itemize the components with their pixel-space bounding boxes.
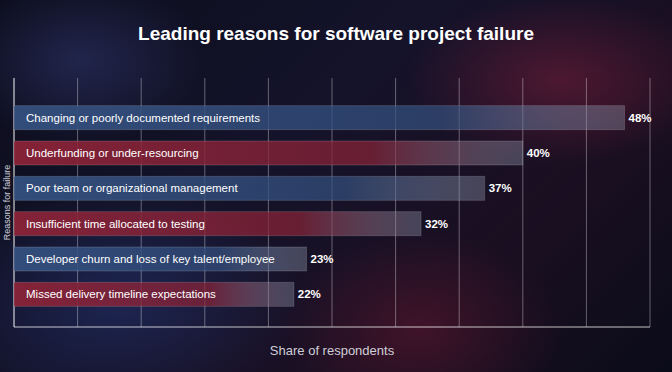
bars [14,106,625,307]
category-label: Poor team or organizational management [26,182,238,194]
page: {"chart_data": {"type": "bar", "orientat… [0,0,672,372]
category-label: Changing or poorly documented requiremen… [26,112,260,124]
data-label: 40% [527,147,550,159]
data-label: 48% [629,112,652,124]
category-label: Developer churn and loss of key talent/e… [26,253,275,265]
category-label: Insufficient time allocated to testing [26,218,205,230]
x-axis-label: Share of respondents [270,343,395,358]
category-label: Missed delivery timeline expectations [26,288,216,300]
bar [14,141,523,165]
bar [14,212,421,236]
bar [14,282,294,306]
data-label: 32% [425,218,448,230]
chart: Leading reasons for software project fai… [0,0,672,372]
bar [14,247,307,271]
x-axis-line [14,327,650,328]
category-label: Underfunding or under-resourcing [26,147,199,159]
y-axis-label: Reasons for failure [2,165,12,241]
title: Leading reasons for software project fai… [138,23,534,44]
data-label: 23% [311,253,334,265]
labels: Changing or poorly documented requiremen… [26,112,652,301]
bar [14,176,485,200]
bar [14,106,625,130]
data-label: 22% [298,288,321,300]
data-label: 37% [489,182,512,194]
